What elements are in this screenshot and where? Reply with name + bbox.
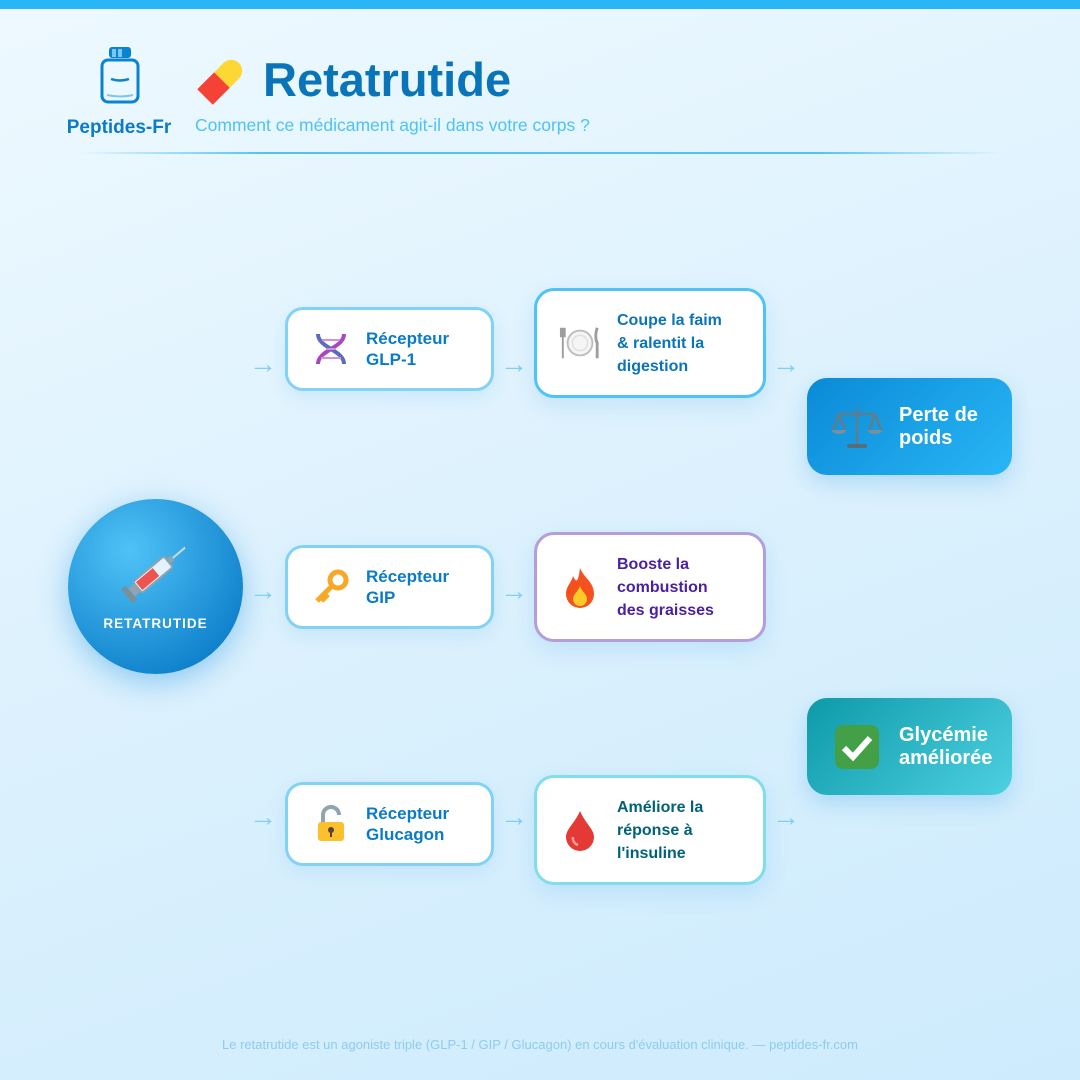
receptor-glucagon: Récepteur Glucagon xyxy=(285,782,494,866)
pill-icon xyxy=(197,59,243,105)
fire-icon xyxy=(559,566,601,608)
footer-disclaimer: Le retatrutide est un agoniste triple (G… xyxy=(222,1037,858,1052)
page-subtitle: Comment ce médicament agit-il dans votre… xyxy=(195,115,590,135)
arrow: → xyxy=(249,348,277,379)
outcome-glycemia: Glycémie améliorée xyxy=(807,698,1012,795)
effect-label: Améliore la réponse à l'insuline xyxy=(617,798,704,862)
outcome-weight-loss: Perte de poids xyxy=(807,378,1012,475)
arrow: → xyxy=(500,801,528,832)
arrow: → xyxy=(500,348,528,379)
receptor-label: Récepteur GLP-1 xyxy=(366,329,450,369)
syringe-icon xyxy=(120,546,186,604)
center-node-label: RETATRUTIDE xyxy=(103,616,208,631)
effect-appetite: Coupe la faim & ralentit la digestion xyxy=(534,288,766,398)
effect-insulin: Améliore la réponse à l'insuline xyxy=(534,775,766,885)
arrow: → xyxy=(772,348,800,379)
brand-logo: Peptides-Fr xyxy=(60,45,178,139)
effect-label: Coupe la faim & ralentit la digestion xyxy=(617,311,722,375)
header-divider xyxy=(80,152,1000,154)
page-title: Retatrutide xyxy=(195,52,590,107)
blood-drop-icon xyxy=(559,809,601,851)
arrow: → xyxy=(772,801,800,832)
outcome-label: Glycémie améliorée xyxy=(899,723,993,769)
check-icon xyxy=(831,724,883,769)
key-icon xyxy=(310,566,352,608)
title-text: Retatrutide xyxy=(263,53,512,106)
header: Retatrutide Comment ce médicament agit-i… xyxy=(195,52,590,136)
center-node-retatrutide: RETATRUTIDE xyxy=(68,499,243,674)
arrow: → xyxy=(249,575,277,606)
effect-label: Booste la combustion des graisses xyxy=(617,555,714,619)
top-accent-bar xyxy=(0,0,1080,9)
receptor-label: Récepteur GIP xyxy=(366,567,450,607)
dna-icon xyxy=(310,328,352,370)
outcome-label: Perte de poids xyxy=(899,403,978,449)
arrow: → xyxy=(500,575,528,606)
effect-fat-burning: Booste la combustion des graisses xyxy=(534,532,766,642)
receptor-glp1: Récepteur GLP-1 xyxy=(285,307,494,391)
receptor-label: Récepteur Glucagon xyxy=(366,804,450,844)
unlock-icon xyxy=(310,803,352,845)
brand-name: Peptides-Fr xyxy=(66,117,172,138)
scales-icon xyxy=(831,406,883,448)
bottle-icon xyxy=(100,47,140,104)
arrow: → xyxy=(249,801,277,832)
receptor-gip: Récepteur GIP xyxy=(285,545,494,629)
plate-cutlery-icon xyxy=(559,322,601,364)
